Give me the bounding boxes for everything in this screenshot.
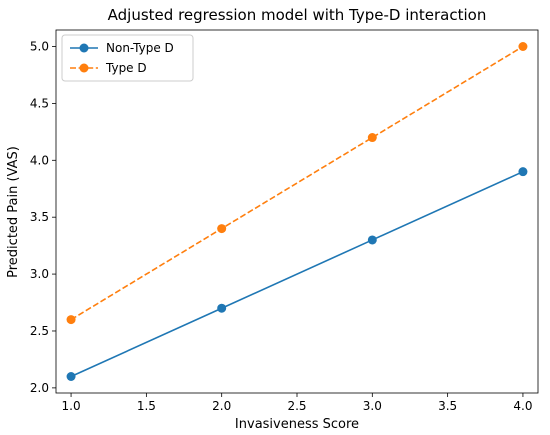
x-axis-title: Invasiveness Score (235, 417, 359, 432)
y-tick-label: 4.0 (30, 153, 49, 167)
series-1-point (367, 235, 377, 245)
y-tick-label: 5.0 (30, 40, 49, 54)
series-2-point (367, 133, 377, 143)
legend-box (61, 34, 194, 82)
plot-area: 1.0 1.5 2.0 2.5 3.0 3.5 4.0 2.0 2.5 3.0 3.5 4.0 4.5 5… (30, 29, 539, 413)
x-tick-label: 1.0 (62, 399, 81, 413)
series-1-point (518, 167, 528, 177)
y-tick-label: 3.0 (30, 267, 49, 281)
series-1-point (66, 372, 76, 381)
x-tick-label: 1.5 (137, 399, 156, 413)
legend-marker-1 (79, 43, 89, 53)
series-2-point (518, 42, 528, 51)
legend-label-1: Non-Type D (106, 41, 174, 55)
series-1-point (217, 303, 227, 313)
plot-frame (55, 29, 539, 394)
legend: Non-Type D Type D (61, 34, 194, 82)
x-tick-label: 3.5 (438, 399, 457, 413)
y-tick-label: 4.5 (30, 96, 49, 110)
series-line-1 (70, 170, 524, 378)
series-line-2 (70, 45, 524, 321)
x-tick-label: 3.0 (363, 399, 382, 413)
y-axis-title: Predicted Pain (VAS) (6, 146, 21, 278)
legend-marker-2 (79, 63, 89, 73)
y-tick-label: 2.0 (30, 381, 49, 395)
series-2-point (217, 224, 227, 234)
series-2-point (66, 315, 76, 325)
legend-label-2: Type D (105, 61, 147, 75)
chart-title: Adjusted regression model with Type-D in… (108, 6, 487, 24)
x-tick-label: 4.0 (513, 399, 532, 413)
x-tick-label: 2.5 (287, 399, 306, 413)
x-tick-label: 2.0 (212, 399, 231, 413)
y-tick-label: 2.5 (30, 324, 49, 338)
y-tick-label: 3.5 (30, 210, 49, 224)
